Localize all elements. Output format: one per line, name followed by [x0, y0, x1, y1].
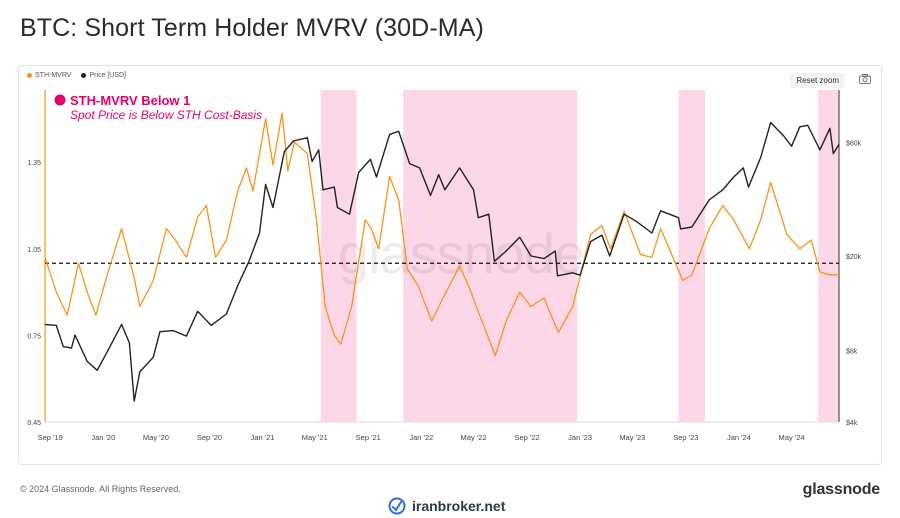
- left-axis-tick-label: 0.75: [27, 333, 41, 340]
- annotation-subtitle: Spot Price is Below STH Cost-Basis: [70, 108, 262, 122]
- site-brand[interactable]: iranbroker.net: [388, 497, 505, 515]
- x-axis-tick-label: May '20: [143, 433, 169, 442]
- annotation-title: STH-MVRV Below 1: [70, 93, 190, 108]
- left-axis-tick-label: 1.35: [27, 160, 41, 167]
- x-axis-tick-label: Sep '19: [38, 433, 63, 442]
- right-axis-tick-label: $4k: [846, 420, 858, 427]
- legend-item-sth-mvrv[interactable]: STH-MVRV: [27, 72, 71, 79]
- shaded-region: [678, 90, 705, 422]
- legend-label: Price [USD]: [89, 72, 126, 79]
- watermark: glassnode: [338, 222, 584, 285]
- legend-dot-icon: [81, 73, 87, 78]
- reset-zoom-button[interactable]: Reset zoom: [790, 73, 845, 88]
- right-axis-tick-label: $60k: [846, 141, 862, 148]
- copyright: © 2024 Glassnode. All Rights Reserved.: [20, 484, 181, 494]
- x-axis-tick-label: Jan '23: [568, 433, 592, 442]
- iranbroker-logo-icon: [388, 497, 406, 515]
- x-axis-tick-label: May '23: [619, 433, 645, 442]
- x-axis-tick-label: Jan '20: [91, 433, 115, 442]
- legend-label: STH-MVRV: [35, 72, 72, 79]
- x-axis-tick-label: May '21: [302, 433, 328, 442]
- chart-plot: glassnode 0.45 0.75 1.05 1.35 $4k $8k $20k $60k…: [27, 90, 862, 442]
- x-axis-tick-label: Jan '24: [727, 433, 751, 442]
- legend-dot-icon: [27, 73, 32, 78]
- chart-panel: STH-MVRV Price [USD] Reset zoom glassnod…: [18, 65, 882, 465]
- shaded-region: [320, 90, 357, 422]
- x-axis-tick-label: Sep '20: [197, 433, 222, 442]
- site-name: iranbroker.net: [412, 498, 506, 514]
- annotation-dot-icon: [54, 94, 66, 106]
- right-axis-tick-label: $20k: [846, 254, 862, 261]
- left-axis-tick-label: 0.45: [27, 420, 41, 427]
- legend-item-price[interactable]: Price [USD]: [81, 72, 126, 79]
- x-axis-tick-label: Jan '21: [251, 433, 275, 442]
- x-axis-tick-label: May '24: [779, 433, 805, 442]
- x-axis-tick-label: Sep '22: [514, 433, 539, 442]
- x-axis-tick-label: Jan '22: [409, 433, 433, 442]
- x-axis-tick-label: May '22: [461, 433, 487, 442]
- chart-legend: STH-MVRV Price [USD]: [27, 72, 126, 79]
- glassnode-logo: glassnode: [802, 481, 881, 498]
- price-line: [44, 121, 840, 402]
- camera-icon[interactable]: [859, 74, 871, 84]
- right-axis-tick-label: $8k: [846, 349, 858, 356]
- left-axis-tick-label: 1.05: [27, 247, 41, 254]
- shaded-region: [818, 90, 839, 422]
- x-axis-tick-label: Sep '21: [356, 433, 381, 442]
- chart-title: BTC: Short Term Holder MVRV (30D-MA): [20, 14, 484, 42]
- sth-mvrv-line: [44, 112, 839, 357]
- x-axis-tick-label: Sep '23: [673, 433, 698, 442]
